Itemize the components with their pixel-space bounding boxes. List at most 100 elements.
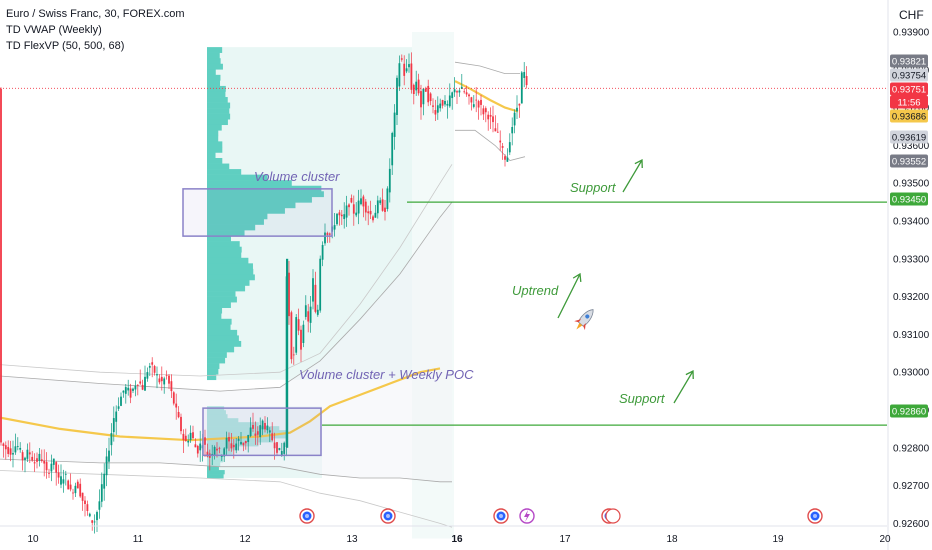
price-badge[interactable]: 0.93821 — [890, 55, 928, 68]
candle-body — [379, 200, 381, 203]
y-tick-label: 0.93900 — [893, 28, 930, 39]
candle-body — [41, 459, 43, 461]
candle-body — [466, 92, 468, 94]
profile-1-bar — [207, 252, 241, 258]
symbol-title[interactable]: Euro / Swiss Franc, 30, FOREX.com — [6, 6, 185, 22]
candle-body — [348, 205, 350, 208]
profile-1-bar — [207, 335, 239, 341]
profile-1-bar — [207, 169, 241, 175]
price-badge[interactable]: 0.93619 — [890, 131, 928, 144]
event-flag-icon[interactable] — [300, 509, 314, 523]
candle-body — [447, 104, 449, 106]
annotation-volume-cluster[interactable]: Volume cluster — [254, 169, 340, 184]
candle-body — [183, 434, 185, 440]
candle-body — [490, 115, 492, 117]
candle-body — [12, 453, 14, 454]
candle-body — [168, 376, 170, 384]
candle-body — [60, 476, 62, 484]
y-tick-label: 0.93300 — [893, 254, 930, 265]
candle-body — [178, 412, 180, 417]
profile-1-bar — [207, 258, 248, 264]
event-flag-icon[interactable] — [606, 509, 620, 523]
price-badge-label: 11:56 — [897, 98, 920, 109]
candle-body — [125, 387, 127, 394]
profile-1-bar — [207, 274, 255, 280]
event-flag-icon[interactable] — [808, 509, 822, 523]
profile-1-bar — [207, 47, 222, 53]
y-tick-label: 0.92600 — [893, 519, 930, 530]
annotation-uptrend[interactable]: Uptrend — [512, 283, 559, 298]
candle-body — [497, 132, 499, 133]
lightning-event-icon[interactable] — [520, 509, 534, 523]
profile-1-bar — [207, 286, 245, 292]
candle-body — [442, 100, 444, 106]
candle-body — [403, 64, 405, 76]
price-badge[interactable]: 0.93754 — [890, 69, 928, 82]
candle-body — [360, 198, 362, 204]
candle-body — [51, 464, 53, 472]
poc-cluster-box[interactable] — [203, 408, 321, 455]
profile-1-bar — [207, 341, 241, 347]
price-badge[interactable]: 0.93686 — [890, 110, 928, 123]
price-badge[interactable]: 0.93751 — [890, 83, 928, 96]
profile-1-bar — [207, 324, 231, 330]
candle-body — [389, 169, 391, 192]
candle-body — [454, 89, 456, 92]
indicator-vwap-label[interactable]: TD VWAP (Weekly) — [6, 22, 185, 38]
volume-cluster-box[interactable] — [183, 189, 332, 236]
candle-body — [427, 86, 429, 102]
candle-body — [154, 366, 156, 373]
price-badge-label: 0.93552 — [892, 157, 926, 168]
candle-body — [502, 146, 504, 148]
profile-1-bar — [207, 330, 237, 336]
event-flag-icon[interactable] — [494, 509, 508, 523]
annotation-support-upper[interactable]: Support — [570, 180, 617, 195]
profile-1-bar — [207, 280, 250, 286]
event-flag-icon[interactable] — [381, 509, 395, 523]
price-badge[interactable]: 0.93450 — [890, 193, 928, 206]
chart-legend: Euro / Swiss Franc, 30, FOREX.com TD VWA… — [6, 6, 185, 54]
profile-1-bar — [207, 130, 218, 136]
price-badge[interactable]: 11:56 — [890, 96, 928, 109]
candle-body — [197, 446, 199, 453]
candle-body — [439, 104, 441, 109]
annotation-support-lower[interactable]: Support — [619, 391, 666, 406]
candle-body — [139, 381, 141, 383]
candle-body — [108, 451, 110, 462]
candle-body — [135, 386, 137, 390]
candle-body — [142, 385, 144, 390]
indicator-flexvp-label[interactable]: TD FlexVP (50, 500, 68) — [6, 38, 185, 54]
y-tick-label: 0.92800 — [893, 443, 930, 454]
candle-body — [288, 273, 290, 316]
x-tick-label: 16 — [451, 534, 463, 545]
candle-body — [463, 91, 465, 92]
profile-2-bar — [207, 470, 225, 474]
currency-label[interactable]: CHF — [899, 8, 924, 22]
candle-body — [156, 374, 158, 375]
profile-1-bar — [207, 247, 242, 253]
candle-body — [96, 512, 98, 520]
profile-1-bar — [207, 97, 228, 103]
price-badge-label: 0.93821 — [892, 57, 926, 68]
candle-body — [365, 202, 367, 213]
price-badge-label: 0.93450 — [892, 195, 926, 206]
candle-body — [339, 212, 341, 215]
price-badge[interactable]: 0.93552 — [890, 155, 928, 168]
candle-body — [120, 397, 122, 406]
candle-body — [353, 204, 355, 213]
candle-body — [399, 63, 401, 86]
annotation-volume-cluster-poc[interactable]: Volume cluster + Weekly POC — [299, 367, 474, 382]
profile-1-bar — [207, 103, 230, 109]
y-tick-label: 0.93200 — [893, 292, 930, 303]
candle-body — [317, 310, 319, 315]
profile-1-bar — [207, 352, 227, 358]
candle-body — [192, 432, 194, 438]
candle-body — [87, 504, 89, 511]
candle-body — [511, 127, 513, 133]
price-badge[interactable]: 0.92860 — [890, 405, 928, 418]
candle-body — [322, 245, 324, 260]
candle-body — [423, 89, 425, 104]
candle-body — [382, 199, 384, 210]
candle-body — [444, 101, 446, 104]
